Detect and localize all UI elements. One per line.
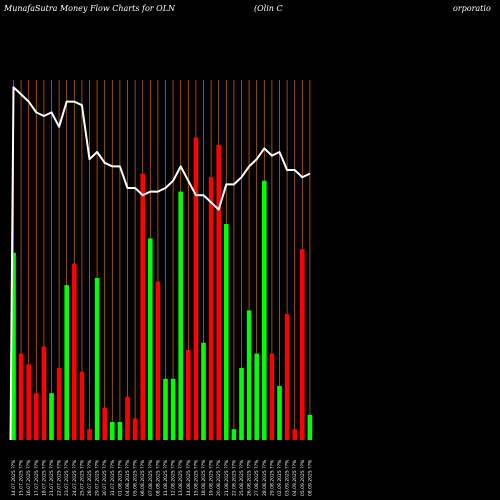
x-axis-labels: 14.07.2025 ??% 15.07.2025 ??% 16.07.2025 ?… bbox=[11, 459, 313, 496]
x-tick-label: 21.07.2025 ??% bbox=[49, 459, 55, 496]
price-line bbox=[9, 86, 311, 441]
money-flow-bar bbox=[269, 353, 275, 440]
money-flow-bar bbox=[155, 281, 161, 440]
money-flow-bar bbox=[178, 191, 183, 440]
x-tick-label: 22.07.2025 ??% bbox=[57, 459, 63, 496]
x-tick-label: 08.09.2025 ??% bbox=[307, 459, 313, 496]
money-flow-bar bbox=[79, 371, 85, 440]
x-tick-label: 14.07.2025 ??% bbox=[11, 459, 17, 496]
x-tick-label: 24.07.2025 ??% bbox=[72, 459, 78, 496]
x-tick-label: 17.07.2025 ??% bbox=[34, 459, 40, 496]
x-tick-label: 14.08.2025 ??% bbox=[186, 459, 192, 496]
money-flow-bar bbox=[110, 422, 115, 440]
money-flow-bar bbox=[254, 353, 259, 440]
x-tick-label: 27.08.2025 ??% bbox=[254, 459, 260, 496]
money-flow-bar bbox=[18, 353, 24, 440]
x-tick-label: 08.08.2025 ??% bbox=[155, 459, 161, 496]
x-tick-label: 18.08.2025 ??% bbox=[201, 459, 207, 496]
x-tick-label: 23.07.2025 ??% bbox=[64, 459, 70, 496]
money-flow-bar bbox=[216, 144, 221, 441]
chart-title: MunafaSutra Money Flow Charts for OLN bbox=[3, 4, 176, 13]
x-tick-label: 30.07.2025 ??% bbox=[102, 459, 108, 496]
money-flow-bar bbox=[277, 386, 282, 440]
money-flow-bar bbox=[56, 368, 62, 440]
money-flow-bar bbox=[132, 418, 138, 440]
x-tick-label: 28.08.2025 ??% bbox=[262, 459, 268, 496]
money-flow-bar bbox=[307, 414, 313, 440]
money-flow-bar bbox=[300, 249, 305, 440]
x-tick-label: 15.08.2025 ??% bbox=[193, 459, 199, 496]
price-line-group bbox=[9, 86, 311, 441]
x-tick-label: 31.07.2025 ??% bbox=[110, 459, 116, 496]
money-flow-bar bbox=[94, 278, 100, 440]
money-flow-bar bbox=[117, 422, 123, 440]
money-flow-bar bbox=[102, 407, 107, 440]
x-tick-label: 25.07.2025 ??% bbox=[79, 459, 85, 496]
x-tick-label: 22.08.2025 ??% bbox=[231, 459, 237, 496]
money-flow-bar bbox=[140, 173, 145, 440]
money-flow-bar bbox=[125, 396, 130, 440]
x-tick-label: 03.09.2025 ??% bbox=[285, 459, 291, 496]
money-flow-bar bbox=[34, 393, 39, 440]
x-tick-label: 01.08.2025 ??% bbox=[117, 459, 123, 496]
x-tick-label: 12.08.2025 ??% bbox=[171, 459, 177, 496]
money-flow-bar bbox=[262, 180, 267, 441]
x-tick-label: 02.09.2025 ??% bbox=[277, 459, 283, 496]
x-tick-label: 29.08.2025 ??% bbox=[269, 459, 275, 496]
x-tick-label: 26.08.2025 ??% bbox=[247, 459, 253, 496]
x-tick-label: 04.09.2025 ??% bbox=[292, 459, 298, 496]
x-tick-label: 05.09.2025 ??% bbox=[300, 459, 306, 496]
money-flow-bar bbox=[87, 429, 92, 440]
money-flow-bar bbox=[186, 350, 191, 440]
x-tick-label: 07.08.2025 ??% bbox=[148, 459, 154, 496]
money-flow-bar bbox=[11, 252, 16, 440]
x-tick-label: 16.07.2025 ??% bbox=[26, 459, 32, 496]
money-flow-bar bbox=[72, 263, 77, 440]
money-flow-bar bbox=[239, 368, 244, 440]
x-tick-label: 04.08.2025 ??% bbox=[125, 459, 131, 496]
money-flow-bar bbox=[170, 378, 176, 440]
x-tick-label: 18.07.2025 ??% bbox=[41, 459, 47, 496]
x-tick-label: 11.08.2025 ??% bbox=[163, 459, 169, 496]
x-tick-label: 25.08.2025 ??% bbox=[239, 459, 245, 496]
money-flow-bar bbox=[201, 342, 206, 440]
x-tick-label: 15.07.2025 ??% bbox=[19, 459, 25, 496]
x-tick-label: 20.08.2025 ??% bbox=[216, 459, 222, 496]
x-tick-label: 06.08.2025 ??% bbox=[140, 459, 146, 496]
x-tick-label: 28.07.2025 ??% bbox=[87, 459, 93, 496]
money-flow-bar bbox=[49, 393, 54, 440]
money-flow-bar bbox=[163, 378, 168, 440]
money-flow-bar bbox=[208, 177, 214, 440]
money-flow-bar bbox=[284, 314, 290, 440]
money-flow-bar bbox=[292, 429, 297, 440]
money-flow-bar bbox=[41, 346, 47, 440]
x-tick-label: 19.08.2025 ??% bbox=[209, 459, 215, 496]
x-tick-label: 21.08.2025 ??% bbox=[224, 459, 230, 496]
money-flow-bar bbox=[246, 310, 252, 440]
money-flow-bar bbox=[148, 238, 153, 440]
money-flow-bar bbox=[26, 364, 31, 440]
money-flow-bar bbox=[224, 224, 229, 440]
money-flow-bars bbox=[11, 137, 313, 441]
chart-title-company: orporatio bbox=[453, 4, 491, 13]
x-tick-label: 13.08.2025 ??% bbox=[178, 459, 184, 496]
money-flow-bar bbox=[231, 429, 237, 440]
money-flow-bar bbox=[64, 285, 69, 440]
x-tick-label: 29.07.2025 ??% bbox=[95, 459, 101, 496]
money-flow-bar bbox=[193, 137, 199, 440]
chart-title-ticker: (Olin C bbox=[254, 4, 283, 13]
x-tick-label: 05.08.2025 ??% bbox=[133, 459, 139, 496]
